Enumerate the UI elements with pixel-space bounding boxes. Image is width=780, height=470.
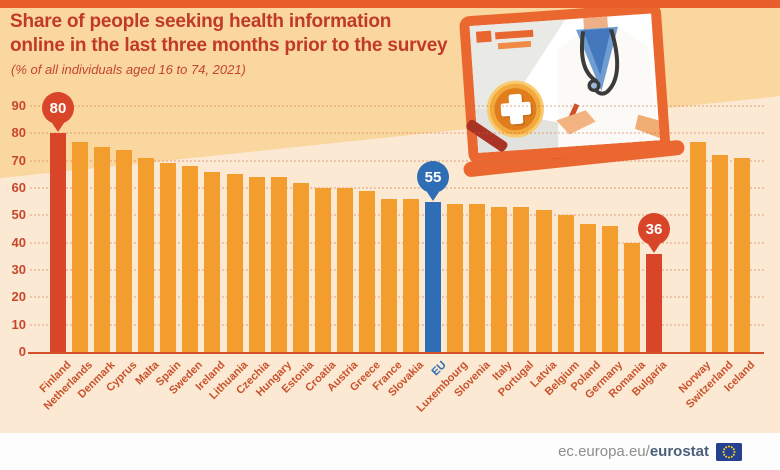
doctor-illustration <box>556 16 660 148</box>
bar-iceland <box>734 158 750 352</box>
chart-title-line2: online in the last three months prior to… <box>10 35 448 56</box>
y-axis-tick-label: 90 <box>11 98 26 113</box>
bar-malta <box>138 158 154 352</box>
gridline <box>30 323 764 326</box>
gridline <box>30 214 764 217</box>
y-axis-tick-label: 60 <box>11 180 26 195</box>
stethoscope-icon <box>579 28 620 96</box>
bar-romania <box>624 243 640 352</box>
bar-latvia <box>536 210 552 352</box>
bar-spain <box>160 163 176 352</box>
gridline <box>30 296 764 299</box>
eu-flag-icon <box>716 442 742 461</box>
bar-netherlands <box>72 142 88 352</box>
bar-ireland <box>204 172 220 352</box>
y-axis-tick-label: 30 <box>11 262 26 277</box>
bar-belgium <box>558 215 574 352</box>
y-axis-tick-label: 20 <box>11 289 26 305</box>
footer-url-eurostat: eurostat <box>649 443 709 460</box>
bar-estonia <box>293 183 309 352</box>
y-axis-tick-label: 40 <box>11 234 26 250</box>
callout-pointer-bulgaria <box>648 244 660 253</box>
top-accent-bar <box>0 0 780 8</box>
gridline <box>30 241 764 244</box>
y-axis-tick-label: 80 <box>11 125 26 141</box>
bar-germany <box>602 226 618 352</box>
footer: ec.europa.eu/eurostat <box>0 433 780 470</box>
gridline <box>30 269 764 271</box>
bar-slovakia <box>403 199 419 352</box>
bar-poland <box>580 224 596 352</box>
y-axis-tick-label: 50 <box>11 207 26 223</box>
y-axis-tick-label: 10 <box>11 316 26 332</box>
bar-greece <box>359 191 375 352</box>
gridline <box>30 105 764 107</box>
bar-luxembourg <box>447 204 463 352</box>
bar-croatia <box>315 188 331 352</box>
bar-sweden <box>182 166 198 352</box>
magnifier-cross-icon <box>466 80 544 152</box>
chart-subtitle: (% of all individuals aged 16 to 74, 202… <box>11 62 246 77</box>
bar-italy <box>491 207 507 352</box>
chart-title-line1: Share of people seeking health informati… <box>10 11 392 32</box>
bar-finland <box>50 133 66 352</box>
bar-bulgaria <box>646 254 662 352</box>
bar-czechia <box>249 177 265 352</box>
bar-france <box>381 199 397 352</box>
y-axis-tick-label: 70 <box>11 152 26 168</box>
footer-url-prefix: ec.europa.eu/ <box>558 443 650 460</box>
bar-norway <box>690 142 706 352</box>
y-axis-tick-label: 0 <box>18 344 26 359</box>
bar-cyprus <box>116 150 132 352</box>
bar-hungary <box>271 177 287 352</box>
bar-austria <box>337 188 353 352</box>
callout-pointer-eu <box>427 192 439 201</box>
browser-chrome-icon <box>475 29 534 50</box>
gridline <box>30 187 764 189</box>
footer-url: ec.europa.eu/eurostat <box>558 443 709 460</box>
bar-switzerland <box>712 155 728 352</box>
bar-denmark <box>94 147 110 352</box>
bar-slovenia <box>469 204 485 352</box>
bar-portugal <box>513 207 529 352</box>
gridline <box>30 159 764 162</box>
laptop-doctor-illustration <box>459 3 685 177</box>
callout-pointer-finland <box>52 123 64 132</box>
bar-lithuania <box>227 174 243 352</box>
gridline <box>30 132 764 135</box>
x-axis-line <box>28 352 764 354</box>
bar-eu <box>425 202 441 352</box>
callout-eu: 55 <box>417 161 449 193</box>
callout-finland: 80 <box>42 92 74 124</box>
callout-bulgaria: 36 <box>638 213 670 245</box>
chart-title: Share of people seeking health informati… <box>10 10 448 58</box>
